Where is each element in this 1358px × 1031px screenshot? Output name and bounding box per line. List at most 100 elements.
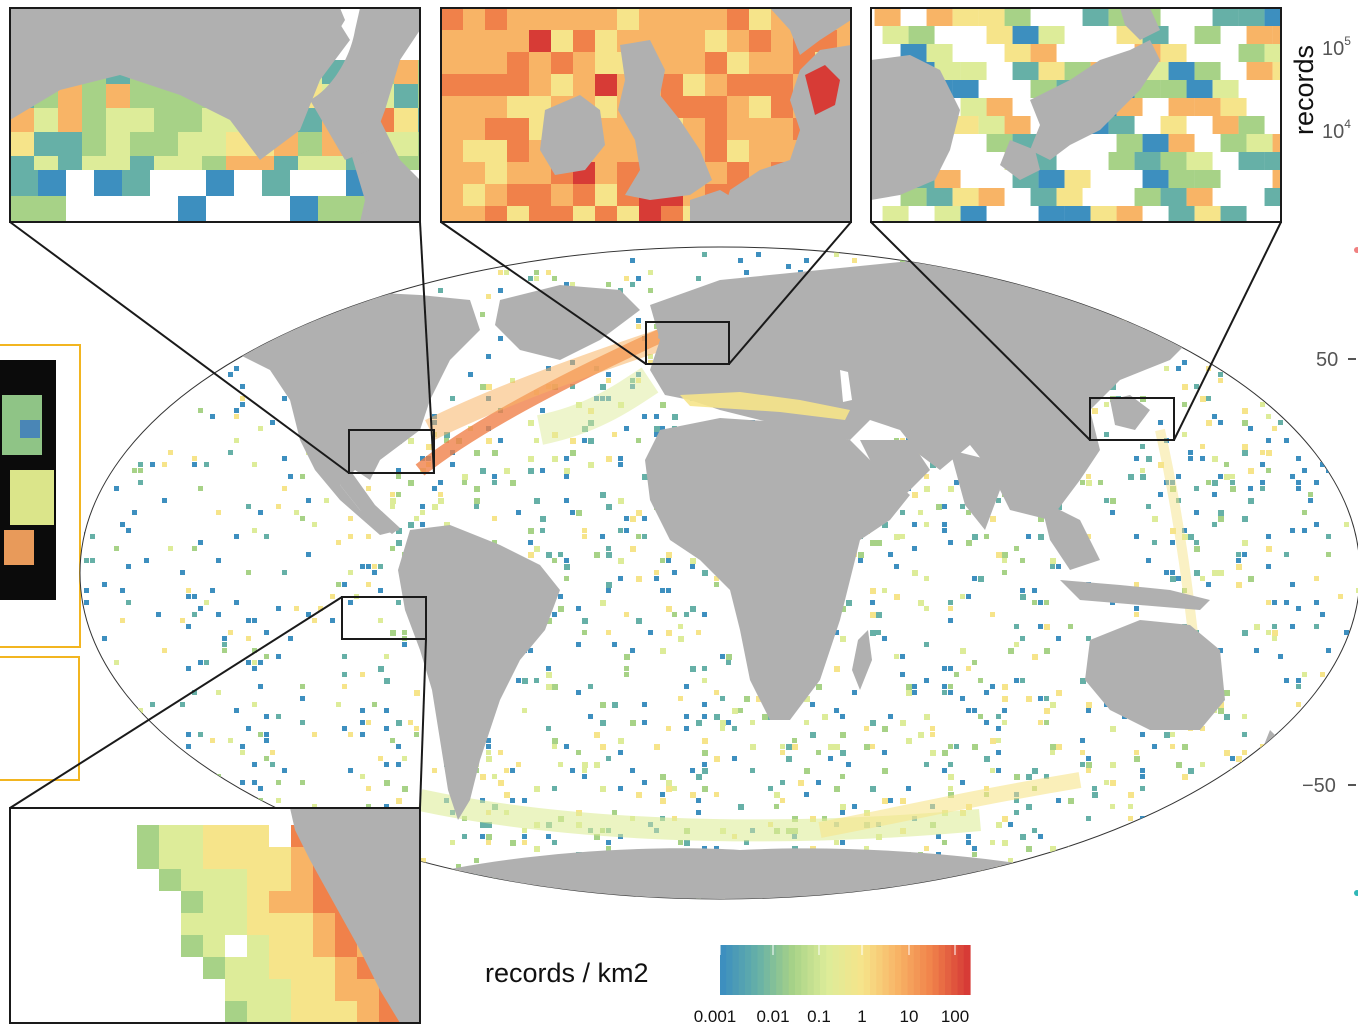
density-cell [420, 858, 426, 864]
legend-swatch [832, 945, 840, 995]
density-cell [1200, 762, 1205, 767]
density-cell [270, 750, 275, 755]
legend-swatch [751, 945, 759, 995]
density-cell [510, 798, 515, 803]
density-cell [1266, 450, 1272, 456]
density-cell [1230, 480, 1235, 485]
density-cell [702, 702, 707, 707]
density-cell [672, 612, 677, 617]
density-cell [300, 474, 305, 479]
density-cell [1236, 558, 1241, 563]
density-cell [930, 462, 936, 468]
density-cell [1272, 624, 1277, 629]
density-cell [846, 600, 852, 606]
density-cell [684, 684, 689, 689]
density-cell [912, 690, 917, 695]
density-cell [1038, 600, 1043, 605]
density-cell [780, 744, 785, 749]
gulf-cell [394, 108, 419, 133]
density-cell [360, 708, 365, 713]
density-cell [552, 276, 557, 281]
density-cell [1014, 810, 1019, 815]
density-cell [162, 462, 167, 467]
density-cell [642, 534, 647, 539]
density-cell [558, 606, 564, 612]
density-cell [1314, 600, 1319, 605]
density-cell [1104, 780, 1109, 785]
ns-cell [441, 206, 464, 222]
peru-cell [203, 847, 225, 869]
gulf-cell [202, 132, 227, 157]
density-cell [978, 714, 983, 719]
density-cell [474, 504, 479, 509]
density-cell [216, 612, 221, 617]
density-cell [264, 732, 269, 737]
density-cell [600, 702, 606, 708]
gulf-cell [234, 196, 262, 222]
density-cell [1290, 528, 1295, 533]
density-cell [852, 690, 857, 695]
density-cell [528, 468, 534, 474]
jp-cell [1090, 206, 1117, 222]
peru-cell [203, 825, 225, 847]
density-cell [222, 642, 227, 647]
density-cell [600, 720, 606, 726]
density-cell [606, 378, 611, 383]
density-cell [498, 750, 503, 755]
density-cell [546, 726, 551, 731]
density-cell [780, 750, 785, 755]
density-cell [552, 744, 557, 749]
density-cell [678, 636, 684, 642]
density-cell [294, 606, 299, 611]
peru-cell [137, 847, 159, 869]
density-cell [1224, 750, 1230, 756]
density-cell [1038, 516, 1044, 522]
top-tick-2: 104 [1322, 117, 1351, 143]
density-cell [942, 750, 948, 756]
density-cell [1020, 636, 1025, 641]
density-cell [534, 438, 539, 443]
density-cell [360, 564, 365, 569]
density-cell [246, 618, 251, 623]
peru-cell [291, 957, 313, 979]
density-cell [486, 384, 492, 390]
hokkaido [1120, 8, 1160, 40]
density-cell [1002, 708, 1007, 713]
density-cell [840, 810, 845, 815]
jp-cell [1264, 8, 1281, 26]
density-cell [1194, 540, 1199, 545]
density-cell [198, 732, 203, 737]
density-cell [510, 768, 515, 773]
density-cell [1224, 816, 1230, 822]
density-cell [636, 534, 641, 539]
density-cell [660, 402, 666, 408]
density-cell [522, 840, 527, 845]
ns-cell [749, 52, 772, 75]
density-cell [258, 684, 263, 689]
density-cell [834, 630, 839, 635]
density-cell [234, 366, 239, 371]
peru-cell [269, 957, 291, 979]
density-cell [564, 558, 569, 563]
ns-cell [485, 140, 508, 163]
density-cell [1260, 450, 1265, 455]
density-cell [1056, 564, 1061, 569]
gulf-cell [82, 108, 107, 133]
density-cell [1242, 444, 1248, 450]
density-cell [840, 774, 845, 779]
legend-swatch [782, 945, 790, 995]
density-cell [492, 480, 497, 485]
legend-swatch [788, 945, 796, 995]
density-cell [990, 612, 995, 617]
density-cell [654, 744, 660, 750]
ns-cell [463, 30, 486, 53]
density-cell [546, 666, 551, 671]
density-cell [972, 846, 977, 851]
gulf-cell [38, 196, 66, 222]
density-cell [1182, 384, 1188, 390]
density-cell [252, 762, 257, 767]
density-cell [912, 546, 917, 551]
gulf-cell [58, 132, 83, 157]
density-cell [618, 738, 624, 744]
density-cell [558, 552, 563, 557]
